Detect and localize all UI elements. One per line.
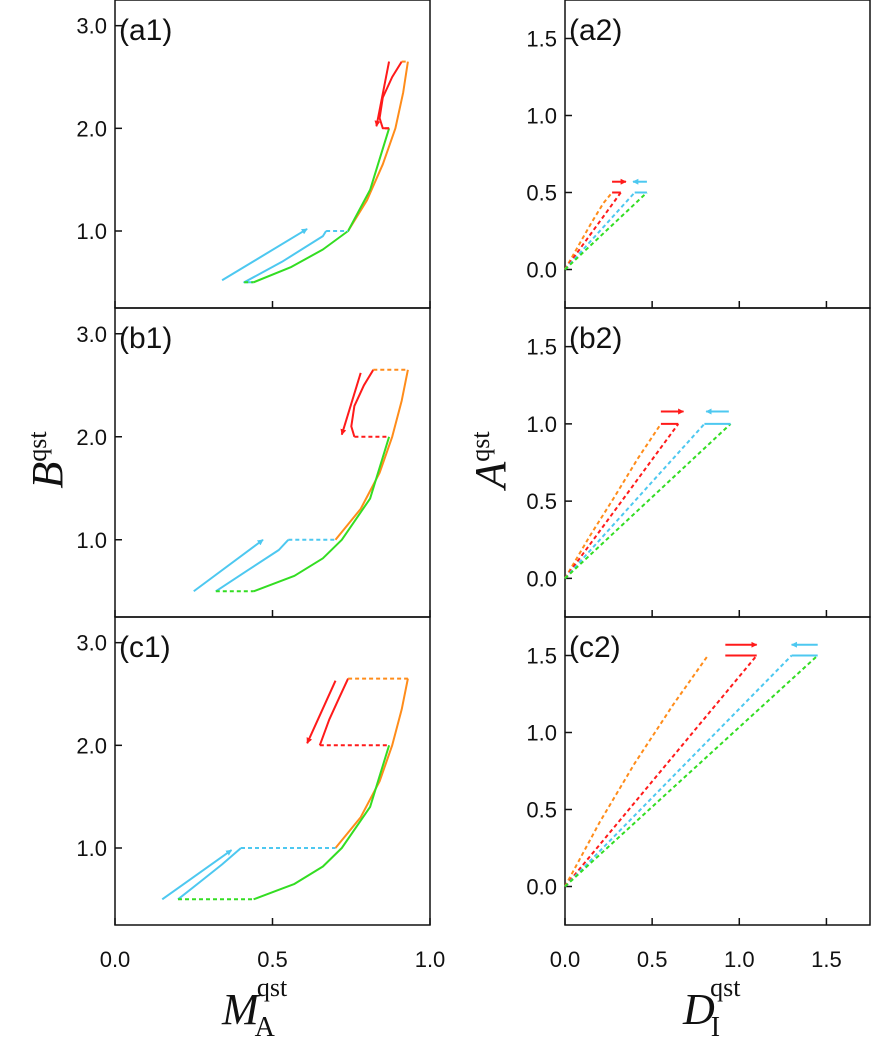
series-green-dashed: [564, 423, 732, 580]
series-red-dashed: [564, 191, 622, 271]
series-green-dashed: [564, 191, 648, 271]
right-xlabel: DIqst: [682, 973, 741, 1042]
y-tick-label: 1.0: [76, 219, 107, 244]
series-cyan-solid-return: [177, 847, 242, 901]
x-tick-label: 0.5: [637, 947, 668, 972]
y-tick-label: 0.5: [526, 181, 557, 206]
arrow-red: [306, 680, 337, 744]
y-tick-label: 1.0: [76, 528, 107, 553]
series-cyan-dashed: [564, 654, 793, 888]
y-tick-label: 0.0: [526, 566, 557, 591]
y-tick-label: 1.0: [526, 104, 557, 129]
y-tick-label: 1.0: [526, 412, 557, 437]
panel-label: (c2): [569, 631, 621, 664]
panel-label: (b1): [119, 322, 172, 355]
y-tick-label: 1.0: [526, 721, 557, 746]
series-cyan-dashed: [564, 423, 706, 580]
y-tick-label: 2.0: [76, 425, 107, 450]
panel-b1: 1.0 2.0 3.0 (b1): [76, 307, 431, 618]
x-tick-label: 0.0: [100, 947, 131, 972]
y-tick-label: 0.5: [526, 489, 557, 514]
right-ylabel: Aqst: [466, 431, 515, 492]
series-red-solid-return: [350, 369, 375, 438]
series-red-dashed: [564, 654, 758, 888]
arrow-red: [340, 372, 362, 436]
panel-frame: [564, 616, 871, 926]
y-tick-label: 0.5: [526, 798, 557, 823]
left-xlabel: MAqst: [221, 973, 288, 1042]
series-red-dashed: [564, 423, 680, 579]
series-green-dashed: [564, 654, 819, 888]
y-tick-label: 3.0: [76, 14, 107, 39]
y-tick-label: 3.0: [76, 631, 107, 656]
series-red-solid-return: [318, 678, 350, 746]
series-orange-solid: [334, 678, 409, 849]
panel-c1: 1.0 2.0 3.0 0.0 0.5 1.0 (c1): [76, 616, 446, 972]
x-tick-label: 1.0: [415, 947, 446, 972]
y-tick-label: 0.0: [526, 875, 557, 900]
arrow-cyan: [221, 228, 308, 282]
y-tick-label: 3.0: [76, 322, 107, 347]
x-tick-label: 1.5: [811, 947, 842, 972]
series-orange-solid: [334, 369, 409, 541]
panel-label: (a1): [119, 14, 172, 47]
panel-label: (c1): [119, 631, 171, 664]
y-tick-label: 1.5: [526, 335, 557, 360]
panel-a2: 0.0 0.5 1.0 1.5 (a2): [526, 0, 871, 309]
panel-a1: 1.0 2.0 3.0 (a1): [76, 0, 431, 309]
y-tick-label: 1.5: [526, 644, 557, 669]
series-cyan-solid-return: [215, 539, 290, 593]
y-tick-label: 0.0: [526, 258, 557, 283]
panel-c2: 0.0 0.5 1.0 1.5 0.0 0.5 1.0 1.5 (c2): [526, 616, 871, 972]
y-tick-label: 2.0: [76, 116, 107, 141]
panels: 1.0 2.0 3.0 (a1) 0.0 0.5 1.0 1.5 (a2) 1.0 2.0 3.0 (b…: [76, 0, 871, 972]
left-ylabel: Bqst: [23, 431, 72, 489]
series-orange-dashed: [564, 654, 709, 887]
arrow-cyan: [193, 538, 264, 593]
series-red-solid-return: [378, 61, 403, 130]
panel-b2: 0.0 0.5 1.0 1.5 (b2): [526, 307, 871, 618]
x-tick-label: 0.5: [257, 947, 288, 972]
y-tick-label: 1.0: [76, 836, 107, 861]
arrow-red: [374, 61, 391, 127]
series-cyan-dashed: [564, 191, 636, 271]
series-green-solid: [253, 128, 391, 284]
x-tick-label: 1.0: [724, 947, 755, 972]
series-cyan-solid-return: [243, 230, 327, 284]
series-orange-solid: [347, 61, 409, 232]
x-tick-label: 0.0: [550, 947, 581, 972]
series-green-solid: [253, 745, 391, 901]
panel-label: (b2): [569, 322, 622, 355]
series-green-solid: [253, 436, 391, 593]
series-orange-dashed: [564, 423, 662, 579]
series-orange-dashed: [564, 191, 613, 270]
panel-label: (a2): [569, 14, 622, 47]
y-tick-label: 2.0: [76, 733, 107, 758]
y-tick-label: 1.5: [526, 27, 557, 52]
arrow-cyan: [161, 849, 233, 901]
